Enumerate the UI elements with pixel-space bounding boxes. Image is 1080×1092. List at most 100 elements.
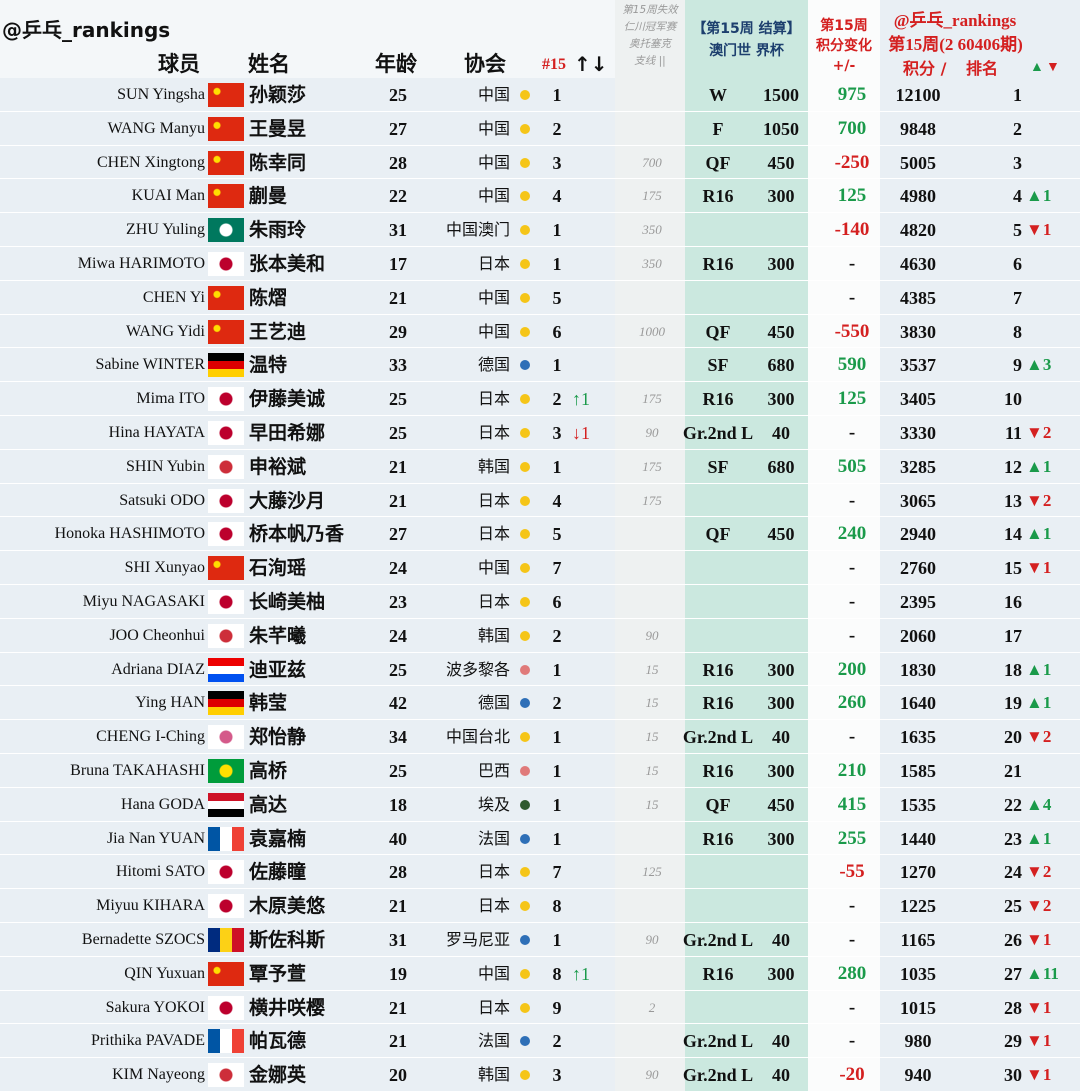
total-points: 1035 xyxy=(900,963,936,984)
total-points: 4820 xyxy=(900,220,936,241)
rank-down-symbol: ▼ xyxy=(1046,60,1060,75)
points-change: 505 xyxy=(837,455,867,477)
age: 19 xyxy=(389,963,407,984)
event-points: 680 xyxy=(767,355,795,376)
world-rank: 2 xyxy=(1013,118,1022,139)
chinese-name: 长崎美柚 xyxy=(249,590,326,613)
points-change: -20 xyxy=(839,1064,865,1086)
english-name: KUAI Man xyxy=(131,187,205,205)
association-dot xyxy=(520,968,530,979)
association-dot xyxy=(520,394,530,405)
chinese-name: 张本美和 xyxy=(249,252,326,275)
association-rank: 2 xyxy=(552,693,562,714)
event-result: QF xyxy=(705,794,731,815)
association-rank: 1 xyxy=(552,794,562,815)
association-dot xyxy=(520,461,530,472)
age: 42 xyxy=(389,693,407,714)
flag xyxy=(208,1029,244,1054)
points-change: - xyxy=(848,590,856,612)
col-change xyxy=(808,0,880,1092)
association-rank-change: ↓1 xyxy=(572,422,590,443)
english-name: CHENG I-Ching xyxy=(96,728,205,746)
points-change: 415 xyxy=(837,793,867,815)
total-points: 2060 xyxy=(900,625,936,646)
event-points: 1500 xyxy=(763,84,799,105)
chinese-name: 高达 xyxy=(249,793,288,816)
row-line xyxy=(0,955,1080,957)
chinese-name: 郑怡静 xyxy=(249,726,307,749)
row-line xyxy=(0,753,1080,754)
world-rank-change: ▲1 xyxy=(1026,186,1052,206)
points-change: 260 xyxy=(837,692,867,714)
col-rank: 排名 xyxy=(966,59,999,78)
flag xyxy=(208,860,244,885)
age: 18 xyxy=(389,794,407,815)
col-assoc: 协会 xyxy=(464,52,506,76)
association-rank: 1 xyxy=(552,220,562,241)
total-points: 3330 xyxy=(900,422,936,443)
event-points: 300 xyxy=(767,253,795,274)
points-change: 255 xyxy=(837,827,867,849)
flag xyxy=(208,1063,244,1088)
event-result: R16 xyxy=(702,693,734,714)
english-name: Adriana DIAZ xyxy=(111,660,205,678)
points-change: - xyxy=(848,726,856,748)
english-name: Bernadette SZOCS xyxy=(81,930,205,948)
total-points: 3065 xyxy=(900,490,936,511)
world-rank-change: ▼2 xyxy=(1026,862,1052,882)
chinese-name: 佐藤瞳 xyxy=(249,861,307,884)
association-rank: 7 xyxy=(552,558,562,579)
flag xyxy=(208,758,244,783)
association-rank: 2 xyxy=(552,625,562,646)
chinese-name: 帕瓦德 xyxy=(249,1030,307,1053)
english-name: WANG Manyu xyxy=(107,119,205,137)
association: 中国 xyxy=(477,186,510,206)
english-name: QIN Yuxuan xyxy=(124,964,205,982)
dropped-points: 15 xyxy=(645,661,659,677)
world-rank-change: ▲11 xyxy=(1026,963,1059,983)
event-points: 450 xyxy=(767,152,795,173)
change-header-line: 积分变化 xyxy=(816,38,872,54)
world-rank-change: ▲1 xyxy=(1026,659,1052,679)
age: 24 xyxy=(389,558,407,579)
col-age: 年龄 xyxy=(375,52,417,76)
english-name: Bruna TAKAHASHI xyxy=(70,761,205,779)
english-name: Jia Nan YUAN xyxy=(106,829,205,847)
chinese-name: 王艺迪 xyxy=(249,320,307,343)
association: 日本 xyxy=(477,896,510,916)
row-line xyxy=(0,212,1080,214)
event-result: Gr.2nd L xyxy=(682,1031,754,1052)
world-rank: 14 xyxy=(1004,524,1022,545)
row-line xyxy=(0,415,1080,416)
flag xyxy=(208,522,244,547)
event-result: Gr.2nd L xyxy=(682,929,754,950)
association-rank: 7 xyxy=(552,862,562,883)
association: 中国 xyxy=(477,558,510,578)
flag xyxy=(208,319,244,344)
points-title: 第15周(2 60406期) xyxy=(888,35,1023,54)
world-rank: 22 xyxy=(1004,794,1022,815)
age: 27 xyxy=(389,524,407,545)
english-name: Ying HAN xyxy=(135,694,205,712)
association: 韩国 xyxy=(477,625,510,645)
association: 中国 xyxy=(477,152,510,172)
total-points: 3537 xyxy=(900,355,936,376)
association-dot xyxy=(520,1036,530,1047)
age: 21 xyxy=(389,490,407,511)
points-change: -250 xyxy=(834,151,870,173)
event-points: 300 xyxy=(767,760,795,781)
world-rank: 25 xyxy=(1004,896,1022,917)
event-points: 40 xyxy=(772,422,790,443)
world-rank: 10 xyxy=(1004,389,1022,410)
age: 24 xyxy=(389,625,407,646)
world-rank-change: ▲1 xyxy=(1026,828,1052,848)
col-change-header: 第15周 积分变化 +/- xyxy=(808,16,880,76)
age: 25 xyxy=(389,389,407,410)
english-name: CHEN Xingtong xyxy=(97,153,205,171)
chinese-name: 蒯曼 xyxy=(249,185,288,208)
association: 德国 xyxy=(477,355,510,375)
total-points: 2940 xyxy=(900,524,936,545)
total-points: 1830 xyxy=(900,659,936,680)
dropped-points: 15 xyxy=(645,762,659,778)
english-name: Hana GODA xyxy=(121,795,205,813)
